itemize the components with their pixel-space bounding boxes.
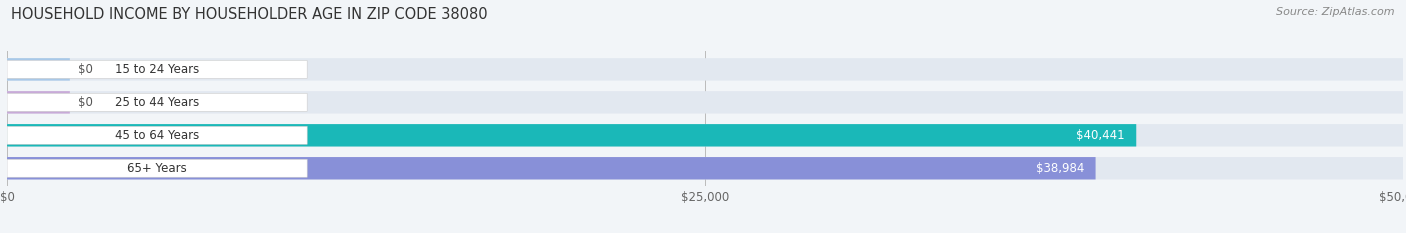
Text: $40,441: $40,441 xyxy=(1077,129,1125,142)
FancyBboxPatch shape xyxy=(7,157,1403,179)
FancyBboxPatch shape xyxy=(7,91,70,113)
FancyBboxPatch shape xyxy=(7,58,1403,81)
FancyBboxPatch shape xyxy=(7,91,1403,113)
Text: $0: $0 xyxy=(79,63,93,76)
Text: Source: ZipAtlas.com: Source: ZipAtlas.com xyxy=(1277,7,1395,17)
Text: 25 to 44 Years: 25 to 44 Years xyxy=(115,96,200,109)
Text: 65+ Years: 65+ Years xyxy=(127,162,187,175)
FancyBboxPatch shape xyxy=(7,157,1095,179)
FancyBboxPatch shape xyxy=(7,159,307,177)
FancyBboxPatch shape xyxy=(7,124,1136,147)
Text: $38,984: $38,984 xyxy=(1036,162,1084,175)
FancyBboxPatch shape xyxy=(7,60,307,78)
FancyBboxPatch shape xyxy=(7,93,307,111)
Text: 15 to 24 Years: 15 to 24 Years xyxy=(115,63,200,76)
Text: HOUSEHOLD INCOME BY HOUSEHOLDER AGE IN ZIP CODE 38080: HOUSEHOLD INCOME BY HOUSEHOLDER AGE IN Z… xyxy=(11,7,488,22)
Text: $0: $0 xyxy=(79,96,93,109)
Text: 45 to 64 Years: 45 to 64 Years xyxy=(115,129,200,142)
FancyBboxPatch shape xyxy=(7,126,307,144)
FancyBboxPatch shape xyxy=(7,124,1403,147)
FancyBboxPatch shape xyxy=(7,58,70,81)
